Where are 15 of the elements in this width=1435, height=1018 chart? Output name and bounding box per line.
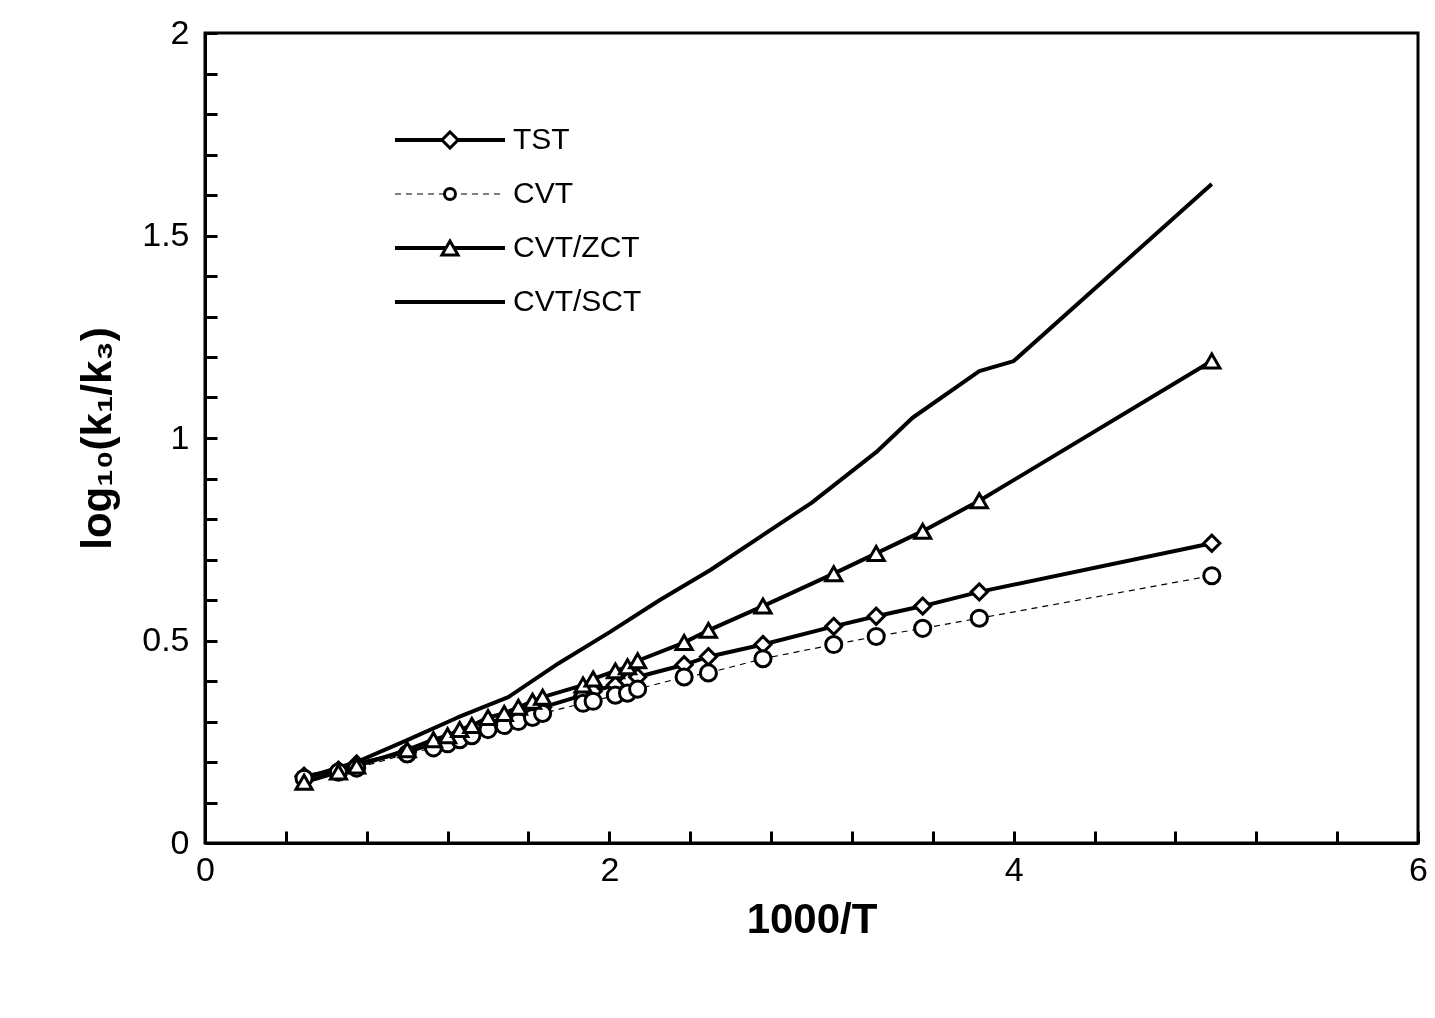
x-tick-label: 4 — [1004, 849, 1024, 888]
y-tick-label: 1.5 — [142, 215, 190, 253]
legend-label: CVT — [513, 176, 573, 209]
legend-label: CVT/ZCT — [513, 230, 640, 263]
y-tick-label: 0 — [170, 822, 190, 861]
x-tick-label: 2 — [600, 849, 620, 888]
y-tick-label: 0.5 — [142, 620, 190, 658]
y-tick-label: 2 — [170, 12, 190, 51]
x-tick-label: 0 — [196, 849, 215, 888]
x-tick-label: 6 — [1409, 849, 1428, 888]
legend-label: CVT/SCT — [513, 284, 642, 317]
y-tick-label: 1 — [170, 417, 190, 456]
x-axis-title: 1000/T — [746, 894, 878, 942]
legend-label: TST — [513, 122, 570, 155]
y-axis-title: log₁₀(k₁/k₃) — [73, 327, 121, 550]
